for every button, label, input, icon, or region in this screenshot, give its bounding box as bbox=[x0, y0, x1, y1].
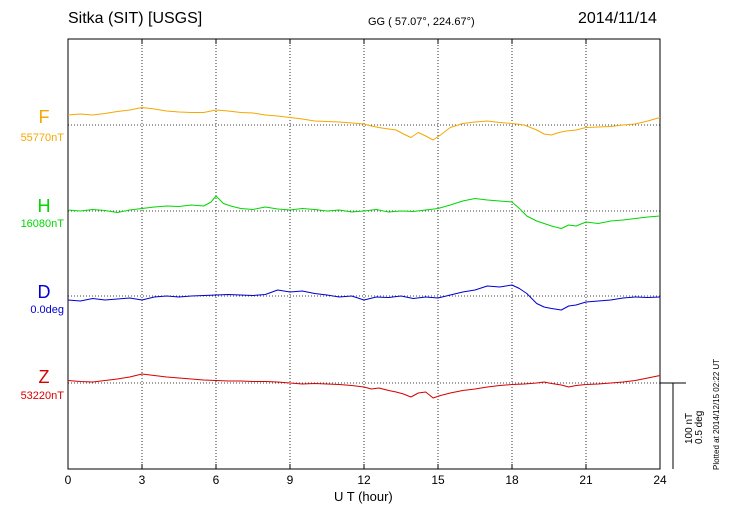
chart-title: Sitka (SIT) [USGS] bbox=[68, 10, 203, 27]
date-label: 2014/11/14 bbox=[578, 10, 657, 27]
scale-bar: 100 nT 0.5 deg bbox=[660, 382, 705, 469]
series-line-f bbox=[67, 107, 661, 141]
series-line-d bbox=[67, 284, 661, 311]
grid bbox=[68, 39, 660, 469]
scale-deg-label: 0.5 deg bbox=[694, 411, 705, 444]
x-axis-label: U T (hour) bbox=[334, 489, 393, 504]
series-label-f: F bbox=[38, 107, 50, 127]
x-tick-label-3: 3 bbox=[139, 473, 146, 487]
x-tick-label-9: 9 bbox=[287, 473, 294, 487]
series-baseline-h: 16080nT bbox=[20, 218, 64, 230]
series-label-d: D bbox=[37, 282, 51, 302]
x-tick-label-0: 0 bbox=[65, 473, 72, 487]
series-label-h: H bbox=[37, 196, 51, 216]
x-ticks: 0 3 6 9 12 15 18 21 24 bbox=[65, 39, 667, 487]
series-line-z bbox=[67, 373, 661, 399]
series-baseline-f: 55770nT bbox=[20, 132, 64, 144]
x-tick-label-15: 15 bbox=[431, 473, 445, 487]
plotted-timestamp: Plotted at 2014/12/15 02:22 UT bbox=[712, 358, 721, 470]
x-tick-label-18: 18 bbox=[505, 473, 519, 487]
series-line-h bbox=[67, 195, 661, 229]
x-tick-label-24: 24 bbox=[653, 473, 667, 487]
series-baseline-d: 0.0deg bbox=[30, 304, 64, 316]
series-lines bbox=[67, 107, 661, 399]
scale-nt-label: 100 nT bbox=[684, 413, 695, 444]
series-baseline-z: 53220nT bbox=[20, 390, 64, 402]
x-tick-label-6: 6 bbox=[213, 473, 220, 487]
plot-frame bbox=[67, 38, 661, 470]
x-tick-label-21: 21 bbox=[579, 473, 593, 487]
series-label-z: Z bbox=[38, 367, 50, 387]
coordinates-label: GG ( 57.07°, 224.67°) bbox=[368, 16, 475, 28]
x-tick-label-12: 12 bbox=[357, 473, 371, 487]
